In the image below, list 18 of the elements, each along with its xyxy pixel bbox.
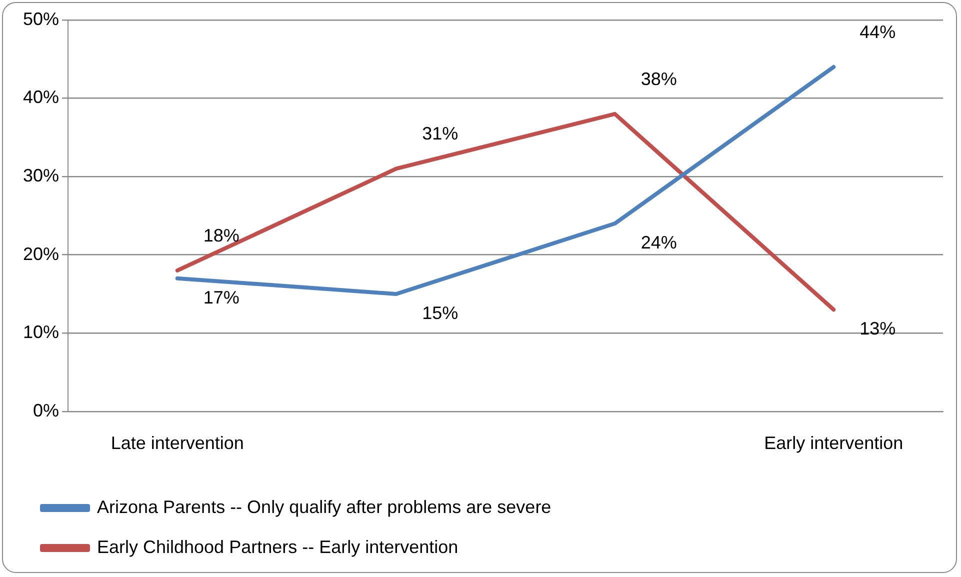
data-label: 44% (860, 22, 896, 42)
y-tick-label: 20% (22, 244, 60, 264)
y-tick-label: 40% (22, 87, 60, 108)
x-tick-label: Late intervention (110, 433, 244, 454)
data-label: 18% (203, 225, 240, 246)
data-label: 38% (640, 68, 677, 89)
y-tick-label: 0% (33, 400, 60, 420)
data-label: 13% (860, 318, 896, 339)
data-label: 17% (203, 287, 240, 308)
y-tick-label: 50% (22, 8, 60, 29)
legend-label: Arizona Parents -- Only qualify after problems are severe (97, 496, 552, 517)
data-label: 15% (422, 302, 458, 323)
legend-label: Early Childhood Partners -- Early intervention (97, 536, 458, 557)
y-tick-label: 10% (22, 322, 60, 342)
data-label: 31% (422, 124, 458, 144)
x-tick-label: Early intervention (764, 433, 904, 454)
data-label: 24% (640, 232, 677, 252)
y-tick-label: 30% (22, 166, 60, 186)
